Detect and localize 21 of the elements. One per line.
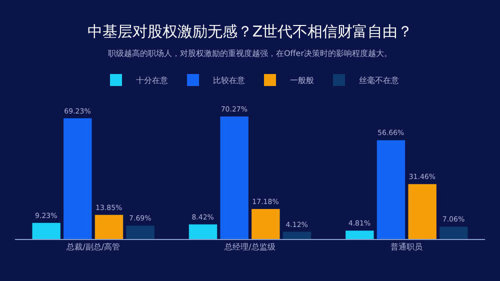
x-tick-label: 总裁/副总/高管 [66,242,120,252]
bar [220,116,248,239]
bar [64,118,92,239]
bar [32,222,60,239]
x-tick-label: 普通职员 [390,242,423,252]
bar [94,214,124,239]
bar [440,226,468,239]
legend-label: 比较在意 [213,76,245,86]
chart-title: 中基层对股权激励无感？Z世代不相信财富自由？ [87,22,413,41]
legend-label: 一般般 [290,76,314,86]
bar [252,209,280,239]
bar [376,140,406,239]
bar [126,226,154,239]
chart-subtitle: 职级越高的职场人，对股权激励的重视度越强，在Offer决策时的影响程度越大。 [108,49,392,58]
bar [282,232,312,239]
legend-label: 丝毫不在意 [359,76,399,86]
bar [188,224,218,239]
x-tick-label: 总经理/总监级 [224,242,276,252]
bar [408,184,436,239]
legend-label: 十分在意 [136,76,168,86]
bar [346,230,374,239]
